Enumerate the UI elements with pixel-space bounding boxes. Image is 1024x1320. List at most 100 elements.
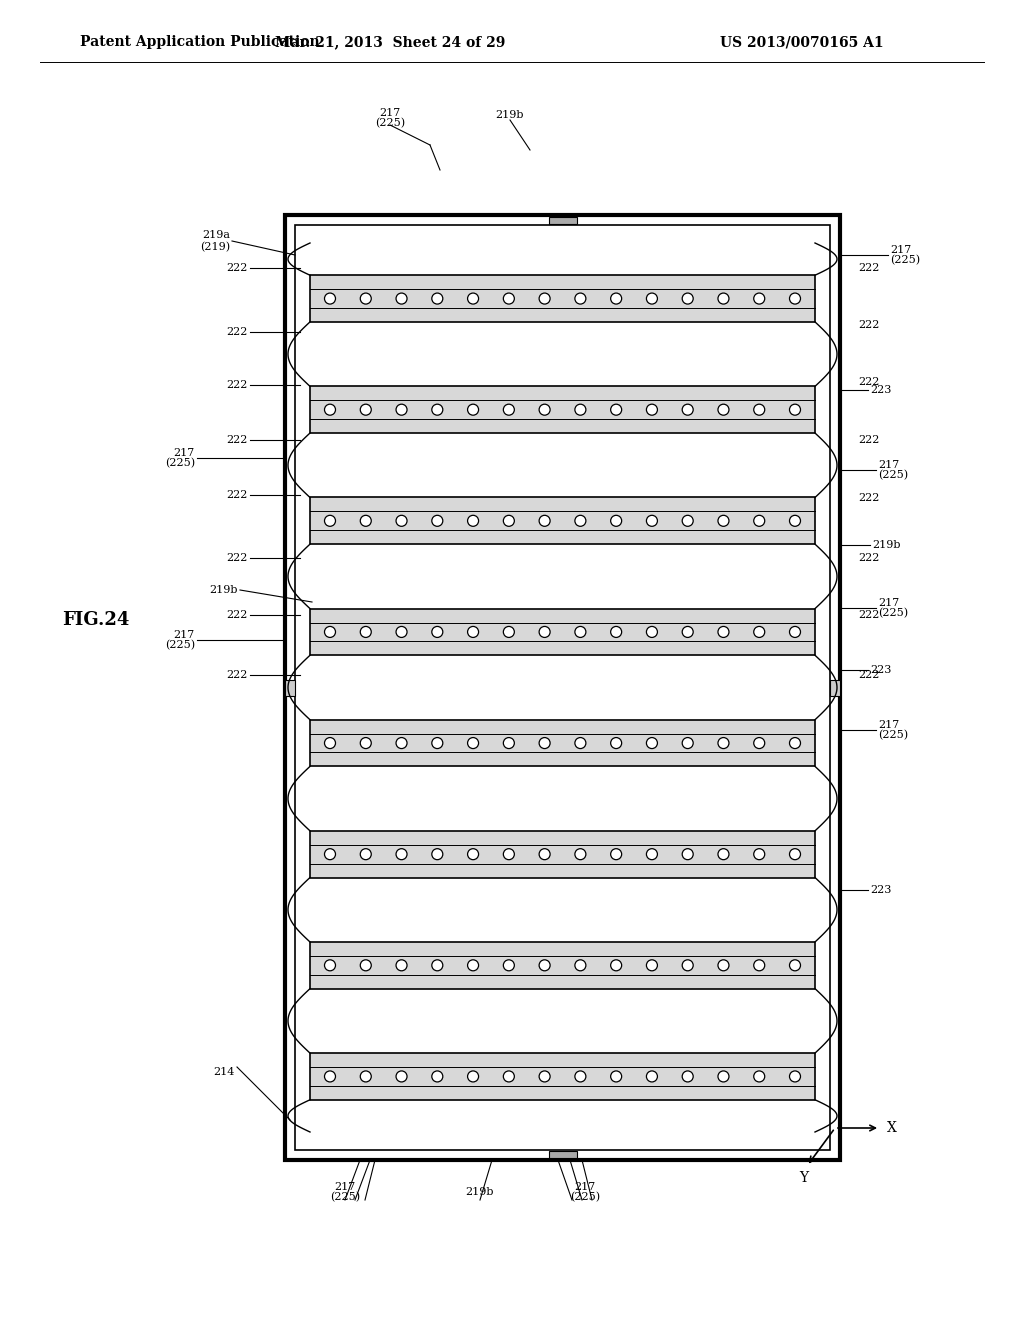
Circle shape <box>646 404 657 416</box>
Circle shape <box>504 1071 514 1082</box>
Circle shape <box>574 849 586 859</box>
Text: 222: 222 <box>858 263 880 273</box>
Circle shape <box>610 738 622 748</box>
Circle shape <box>325 849 336 859</box>
Circle shape <box>539 738 550 748</box>
Text: (225): (225) <box>878 607 908 618</box>
Circle shape <box>682 404 693 416</box>
Text: 217: 217 <box>574 1181 596 1192</box>
Circle shape <box>539 1071 550 1082</box>
Circle shape <box>468 515 478 527</box>
Text: FIG.24: FIG.24 <box>62 611 129 630</box>
Circle shape <box>504 515 514 527</box>
Circle shape <box>396 627 407 638</box>
Circle shape <box>754 404 765 416</box>
Circle shape <box>325 738 336 748</box>
Bar <box>549 216 577 224</box>
Circle shape <box>682 849 693 859</box>
Text: 217: 217 <box>379 108 400 117</box>
Circle shape <box>539 849 550 859</box>
Circle shape <box>504 738 514 748</box>
Circle shape <box>754 738 765 748</box>
Circle shape <box>396 515 407 527</box>
Bar <box>549 1151 577 1158</box>
Circle shape <box>718 293 729 304</box>
Circle shape <box>790 849 801 859</box>
Circle shape <box>504 293 514 304</box>
Circle shape <box>682 627 693 638</box>
Circle shape <box>360 293 372 304</box>
Circle shape <box>468 293 478 304</box>
Circle shape <box>504 627 514 638</box>
Circle shape <box>468 404 478 416</box>
Circle shape <box>790 960 801 970</box>
Circle shape <box>539 515 550 527</box>
Circle shape <box>682 1071 693 1082</box>
Text: 223: 223 <box>870 385 891 395</box>
Text: (225): (225) <box>165 640 195 651</box>
Text: (225): (225) <box>570 1192 600 1203</box>
Circle shape <box>396 1071 407 1082</box>
Circle shape <box>610 627 622 638</box>
Circle shape <box>468 627 478 638</box>
Text: (225): (225) <box>878 730 908 741</box>
Text: Y: Y <box>799 1171 808 1185</box>
Circle shape <box>790 1071 801 1082</box>
Circle shape <box>360 1071 372 1082</box>
Circle shape <box>718 960 729 970</box>
Circle shape <box>574 293 586 304</box>
Circle shape <box>646 960 657 970</box>
Text: 222: 222 <box>226 436 248 445</box>
Circle shape <box>682 293 693 304</box>
Circle shape <box>432 738 442 748</box>
Circle shape <box>432 404 442 416</box>
Circle shape <box>360 404 372 416</box>
Circle shape <box>754 849 765 859</box>
Circle shape <box>574 627 586 638</box>
Text: 217: 217 <box>878 598 899 609</box>
Text: (225): (225) <box>375 117 406 128</box>
Circle shape <box>610 849 622 859</box>
Circle shape <box>754 960 765 970</box>
Circle shape <box>610 1071 622 1082</box>
Text: (219): (219) <box>200 242 230 252</box>
Circle shape <box>432 960 442 970</box>
Circle shape <box>539 293 550 304</box>
Circle shape <box>718 1071 729 1082</box>
Circle shape <box>574 1071 586 1082</box>
Text: (225): (225) <box>330 1192 360 1203</box>
Text: (225): (225) <box>890 255 921 265</box>
Circle shape <box>646 515 657 527</box>
Circle shape <box>396 738 407 748</box>
Text: 219b: 219b <box>872 540 900 550</box>
Text: 222: 222 <box>858 671 880 680</box>
Bar <box>285 215 840 1160</box>
Circle shape <box>539 960 550 970</box>
Circle shape <box>754 627 765 638</box>
Circle shape <box>718 515 729 527</box>
Bar <box>310 942 815 989</box>
Circle shape <box>682 738 693 748</box>
Circle shape <box>504 849 514 859</box>
Text: 222: 222 <box>858 319 880 330</box>
Text: 222: 222 <box>226 327 248 337</box>
Circle shape <box>360 627 372 638</box>
Circle shape <box>790 515 801 527</box>
Circle shape <box>646 1071 657 1082</box>
Circle shape <box>396 293 407 304</box>
Bar <box>310 387 815 433</box>
Text: 222: 222 <box>858 436 880 445</box>
Text: 222: 222 <box>858 378 880 387</box>
Circle shape <box>790 404 801 416</box>
Circle shape <box>610 293 622 304</box>
Circle shape <box>360 960 372 970</box>
Bar <box>310 609 815 655</box>
Text: 217: 217 <box>174 447 195 458</box>
Circle shape <box>718 849 729 859</box>
Circle shape <box>610 960 622 970</box>
Circle shape <box>468 738 478 748</box>
Text: 222: 222 <box>226 263 248 273</box>
Text: 222: 222 <box>858 610 880 620</box>
Circle shape <box>682 960 693 970</box>
Circle shape <box>718 738 729 748</box>
